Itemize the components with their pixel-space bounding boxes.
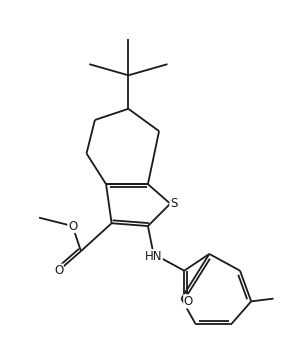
Text: O: O xyxy=(54,264,63,277)
Text: HN: HN xyxy=(145,250,162,263)
Text: S: S xyxy=(170,197,177,210)
Text: O: O xyxy=(68,219,77,233)
Text: O: O xyxy=(184,295,193,308)
